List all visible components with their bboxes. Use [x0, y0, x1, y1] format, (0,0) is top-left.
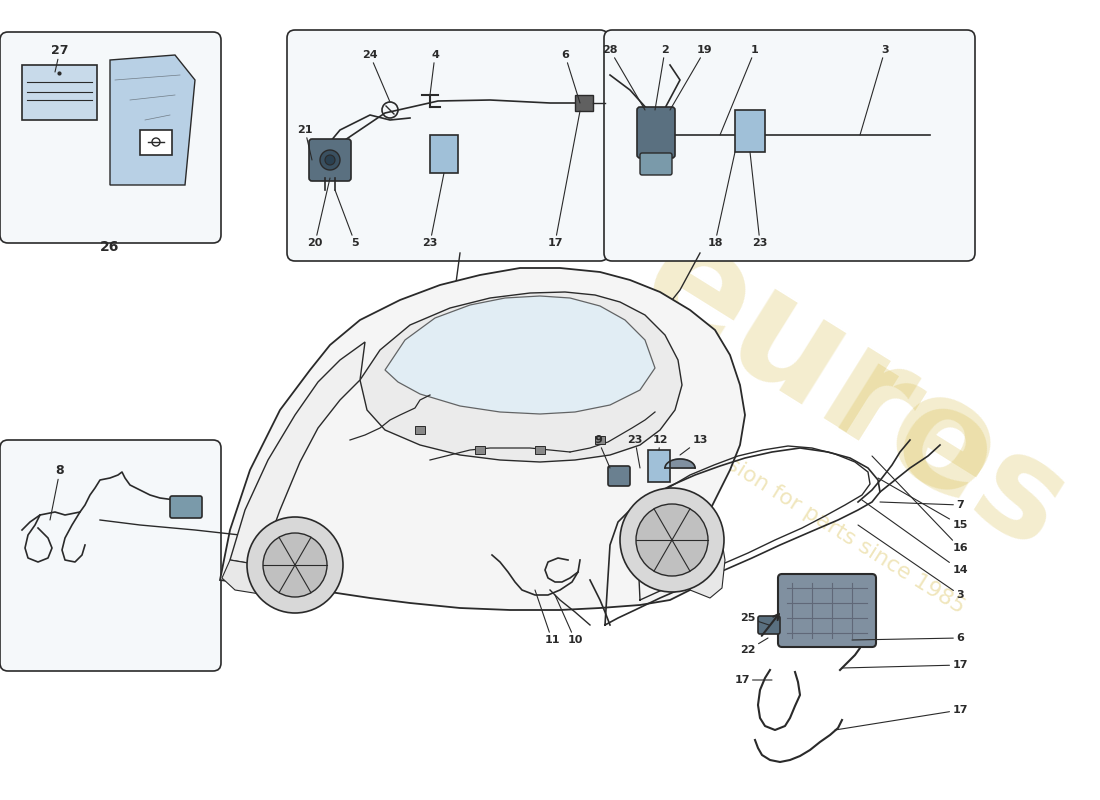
Bar	[595, 436, 605, 444]
Text: 3: 3	[860, 45, 889, 135]
Text: 20: 20	[307, 178, 330, 248]
FancyBboxPatch shape	[778, 574, 876, 647]
Text: 22: 22	[740, 638, 768, 655]
FancyBboxPatch shape	[170, 496, 202, 518]
Polygon shape	[666, 459, 695, 468]
Bar	[475, 446, 485, 454]
Text: 15: 15	[878, 478, 968, 530]
Text: 11: 11	[535, 590, 560, 645]
FancyBboxPatch shape	[0, 440, 221, 671]
Text: 9: 9	[594, 435, 610, 468]
Text: 19: 19	[670, 45, 713, 110]
Polygon shape	[690, 510, 725, 598]
Bar	[22, 65, 97, 120]
Text: 17: 17	[842, 660, 968, 670]
Circle shape	[248, 517, 343, 613]
FancyBboxPatch shape	[640, 153, 672, 175]
Circle shape	[636, 504, 708, 576]
Text: 21: 21	[297, 125, 312, 160]
Text: 7: 7	[880, 500, 964, 510]
Text: 4: 4	[430, 50, 439, 95]
Text: 16: 16	[872, 456, 968, 553]
Text: 6: 6	[852, 633, 964, 643]
Text: 3: 3	[858, 525, 964, 600]
Text: euro: euro	[614, 202, 1026, 538]
Text: 14: 14	[862, 500, 968, 575]
Text: 23: 23	[627, 435, 642, 468]
Polygon shape	[385, 296, 654, 414]
Text: 18: 18	[707, 152, 735, 248]
Text: res: res	[811, 338, 1090, 582]
Text: 6: 6	[561, 50, 580, 103]
Text: 2: 2	[654, 45, 669, 110]
Polygon shape	[220, 268, 745, 610]
Polygon shape	[110, 55, 195, 185]
Text: 27: 27	[52, 43, 68, 72]
Bar	[648, 450, 670, 482]
FancyBboxPatch shape	[604, 30, 975, 261]
Text: 17: 17	[835, 705, 968, 730]
Polygon shape	[575, 95, 593, 111]
FancyBboxPatch shape	[608, 466, 630, 486]
Bar	[535, 446, 544, 454]
Text: 10: 10	[556, 595, 583, 645]
Text: a passion for parts since 1985: a passion for parts since 1985	[672, 422, 968, 618]
Text: 13: 13	[680, 435, 707, 455]
FancyBboxPatch shape	[637, 107, 675, 158]
Bar	[735, 110, 764, 152]
Text: 23: 23	[750, 152, 768, 248]
Polygon shape	[222, 560, 290, 594]
Text: 23: 23	[422, 173, 444, 248]
Text: 24: 24	[362, 50, 390, 102]
FancyBboxPatch shape	[309, 139, 351, 181]
Bar	[140, 130, 172, 155]
Circle shape	[263, 533, 327, 597]
Circle shape	[324, 155, 336, 165]
FancyBboxPatch shape	[758, 616, 780, 634]
Text: 28: 28	[603, 45, 645, 110]
Circle shape	[320, 150, 340, 170]
Text: 5: 5	[336, 190, 359, 248]
Text: 17: 17	[735, 675, 772, 685]
Circle shape	[620, 488, 724, 592]
Text: 26: 26	[100, 240, 120, 254]
Text: 1: 1	[720, 45, 759, 135]
Text: 12: 12	[652, 435, 668, 450]
Polygon shape	[360, 292, 682, 462]
FancyBboxPatch shape	[287, 30, 608, 261]
Bar	[430, 135, 458, 173]
Text: 17: 17	[548, 111, 580, 248]
Text: 25: 25	[740, 613, 769, 625]
FancyBboxPatch shape	[0, 32, 221, 243]
Bar	[415, 426, 425, 434]
Text: 8: 8	[50, 463, 64, 520]
Polygon shape	[230, 342, 365, 565]
